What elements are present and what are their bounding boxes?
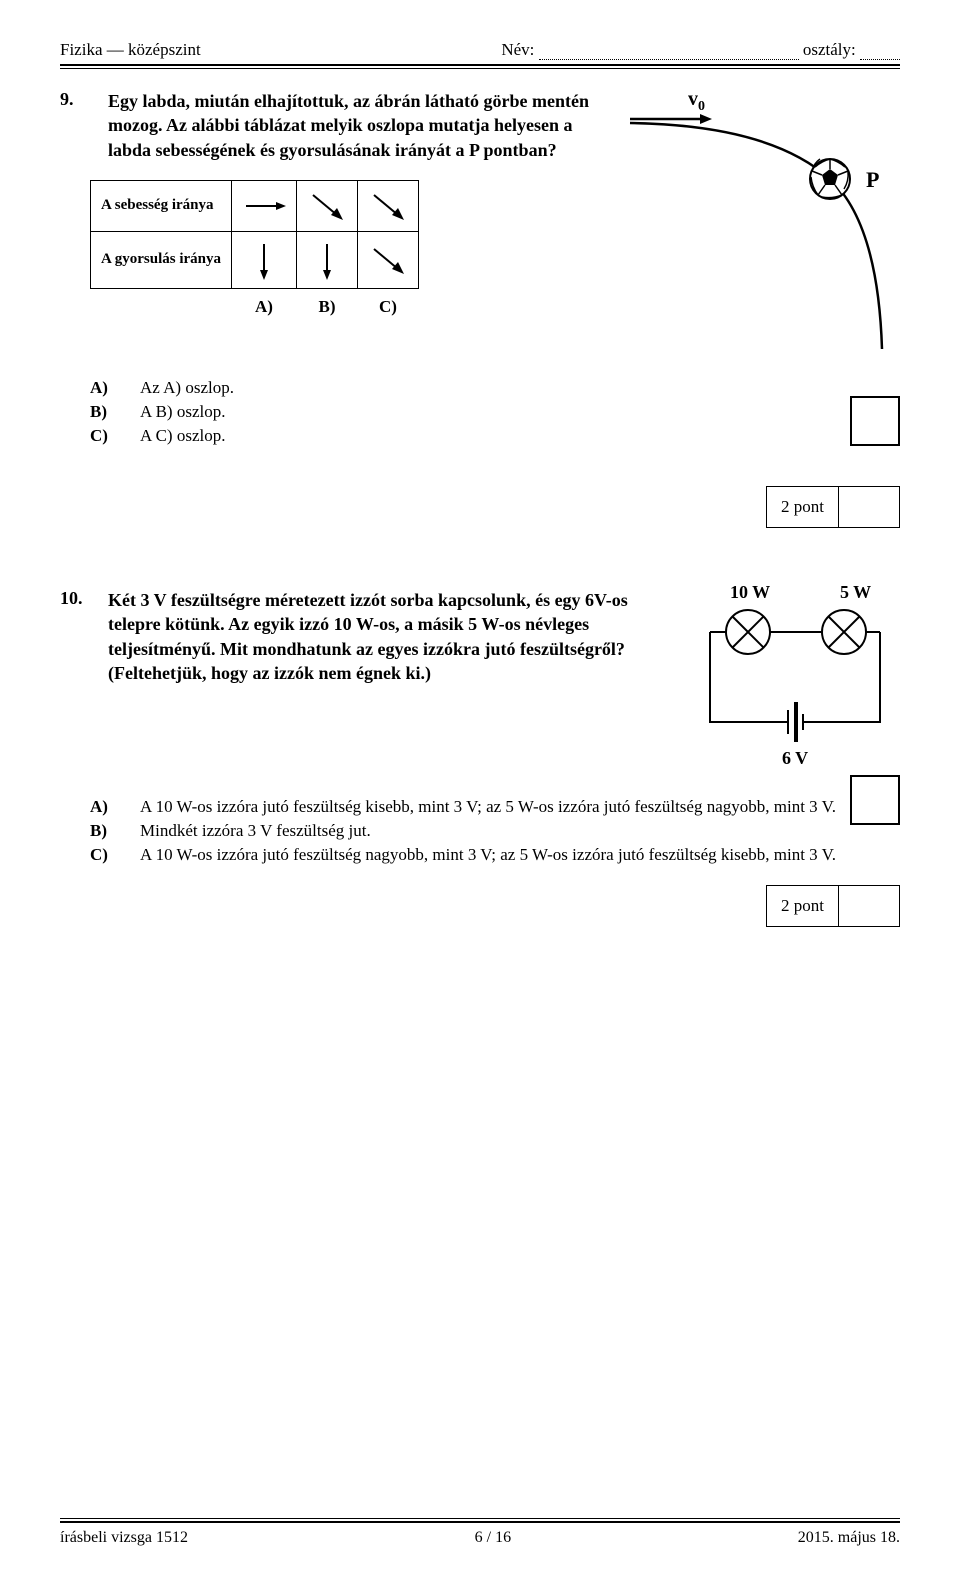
header-rule-thick: [60, 64, 900, 66]
subject-label: Fizika — középszint: [60, 40, 201, 60]
q9-col-B: B): [297, 288, 358, 325]
q10-options: A) A 10 W-os izzóra jutó feszültség kise…: [90, 797, 900, 865]
q10-opt-A-text: A 10 W-os izzóra jutó feszültség kisebb,…: [140, 797, 836, 817]
v0-sub: 0: [698, 99, 705, 114]
footer-left: írásbeli vizsga 1512: [60, 1529, 188, 1547]
q10-opt-B-label: B): [90, 821, 120, 841]
arrow-accel-C: [358, 231, 419, 288]
question-10: 10. Két 3 V feszültségre méretezett izzó…: [60, 588, 900, 777]
q9-points-label: 2 pont: [767, 487, 839, 527]
class-label: osztály:: [803, 40, 856, 59]
footer-right: 2015. május 18.: [798, 1529, 900, 1547]
header-rule-thin: [60, 68, 900, 69]
footer-center: 6 / 16: [475, 1529, 511, 1547]
q9-opt-B-label: B): [90, 402, 120, 422]
q9-opt-A-label: A): [90, 378, 120, 398]
q9-arrow-table: A sebesség iránya A gyorsulás iránya: [90, 180, 419, 325]
arrow-velocity-C: [358, 180, 419, 231]
q10-points-label: 2 pont: [767, 886, 839, 926]
q10-answer-box[interactable]: [850, 775, 900, 825]
class-field[interactable]: [860, 59, 900, 60]
arrow-accel-A: [232, 231, 297, 288]
question-9: 9. Egy labda, miután elhajítottuk, az áb…: [60, 89, 900, 364]
q10-circuit: 10 W 5 W 6 V: [690, 582, 900, 777]
arrow-velocity-A: [232, 180, 297, 231]
q10-points-value[interactable]: [839, 886, 899, 926]
name-field[interactable]: [539, 59, 799, 60]
label-10W: 10 W: [730, 582, 770, 602]
q9-col-C: C): [358, 288, 419, 325]
q9-row1-label: A sebesség iránya: [91, 180, 232, 231]
q9-opt-C-text: A C) oszlop.: [140, 426, 225, 446]
name-class-block: Név: osztály:: [501, 40, 900, 60]
label-5W: 5 W: [840, 582, 871, 602]
q10-points-box: 2 pont: [766, 885, 900, 927]
q10-text: Két 3 V feszültségre méretezett izzót so…: [108, 588, 666, 685]
page-header: Fizika — középszint Név: osztály:: [60, 40, 900, 60]
ball-icon: [810, 159, 850, 199]
v0-label: v: [688, 89, 698, 110]
q10-opt-C-text: A 10 W-os izzóra jutó feszültség nagyobb…: [140, 845, 836, 865]
q9-opt-C-label: C): [90, 426, 120, 446]
P-label: P: [866, 167, 879, 192]
q9-answer-box[interactable]: [850, 396, 900, 446]
q9-text: Egy labda, miután elhajítottuk, az ábrán…: [108, 89, 600, 162]
q9-points-value[interactable]: [839, 487, 899, 527]
q10-opt-A-label: A): [90, 797, 120, 817]
footer-rule-thin: [60, 1518, 900, 1519]
q9-points-box: 2 pont: [766, 486, 900, 528]
page-footer: írásbeli vizsga 1512 6 / 16 2015. május …: [60, 1518, 900, 1547]
footer-rule-thick: [60, 1521, 900, 1523]
q10-opt-B-text: Mindkét izzóra 3 V feszültség jut.: [140, 821, 371, 841]
q9-col-A: A): [232, 288, 297, 325]
svg-text:v0: v0: [688, 89, 705, 114]
q10-number: 10.: [60, 588, 88, 609]
q9-opt-A-text: Az A) oszlop.: [140, 378, 234, 398]
name-label: Név:: [501, 40, 534, 59]
q10-opt-C-label: C): [90, 845, 120, 865]
q9-figure: v0 P: [620, 89, 900, 364]
q9-row2-label: A gyorsulás iránya: [91, 231, 232, 288]
label-6V: 6 V: [782, 748, 808, 768]
q9-number: 9.: [60, 89, 88, 110]
arrow-velocity-B: [297, 180, 358, 231]
q9-opt-B-text: A B) oszlop.: [140, 402, 225, 422]
arrow-accel-B: [297, 231, 358, 288]
